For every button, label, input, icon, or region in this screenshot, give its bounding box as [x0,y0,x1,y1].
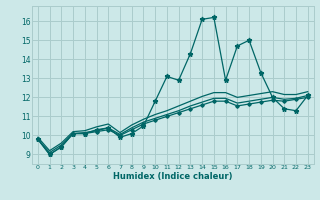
X-axis label: Humidex (Indice chaleur): Humidex (Indice chaleur) [113,172,233,181]
